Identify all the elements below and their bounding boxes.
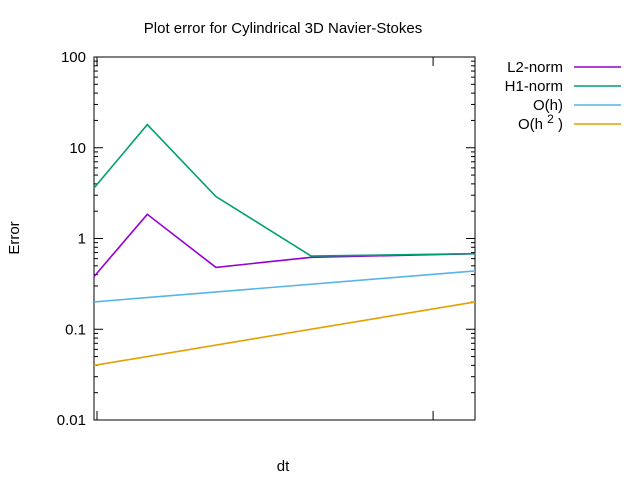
series-line-2 [93, 270, 476, 303]
legend-label: O(h) [533, 97, 563, 114]
legend-label: O(h 2 ) [518, 112, 563, 133]
legend-label: L2-norm [507, 59, 563, 76]
y-tick-label: 0.1 [65, 321, 86, 338]
y-tick-label: 100 [61, 49, 86, 66]
y-tick-label: 10 [69, 140, 86, 157]
series-lines [93, 123, 476, 367]
y-axis-ticks: 0.01 0.1 1 10 100 [57, 49, 475, 429]
legend-entry: H1-norm [505, 78, 621, 95]
series-line-0 [93, 213, 476, 278]
legend-entry: L2-norm [507, 59, 621, 76]
y-axis-label: Error [6, 221, 23, 254]
chart-title: Plot error for Cylindrical 3D Navier-Sto… [144, 20, 422, 37]
x-axis-label: dt [277, 458, 290, 475]
series-line-1 [93, 123, 476, 257]
legend-entry: O(h) [533, 97, 621, 114]
y-tick-label: 1 [78, 231, 86, 248]
legend-entry: O(h 2 ) [518, 112, 621, 133]
legend: L2-norm H1-norm O(h)O(h 2 ) [505, 59, 621, 133]
series-line-3 [93, 301, 476, 367]
y-tick-label: 0.01 [57, 412, 86, 429]
x-axis-ticks [96, 57, 434, 420]
legend-label: H1-norm [505, 78, 563, 95]
